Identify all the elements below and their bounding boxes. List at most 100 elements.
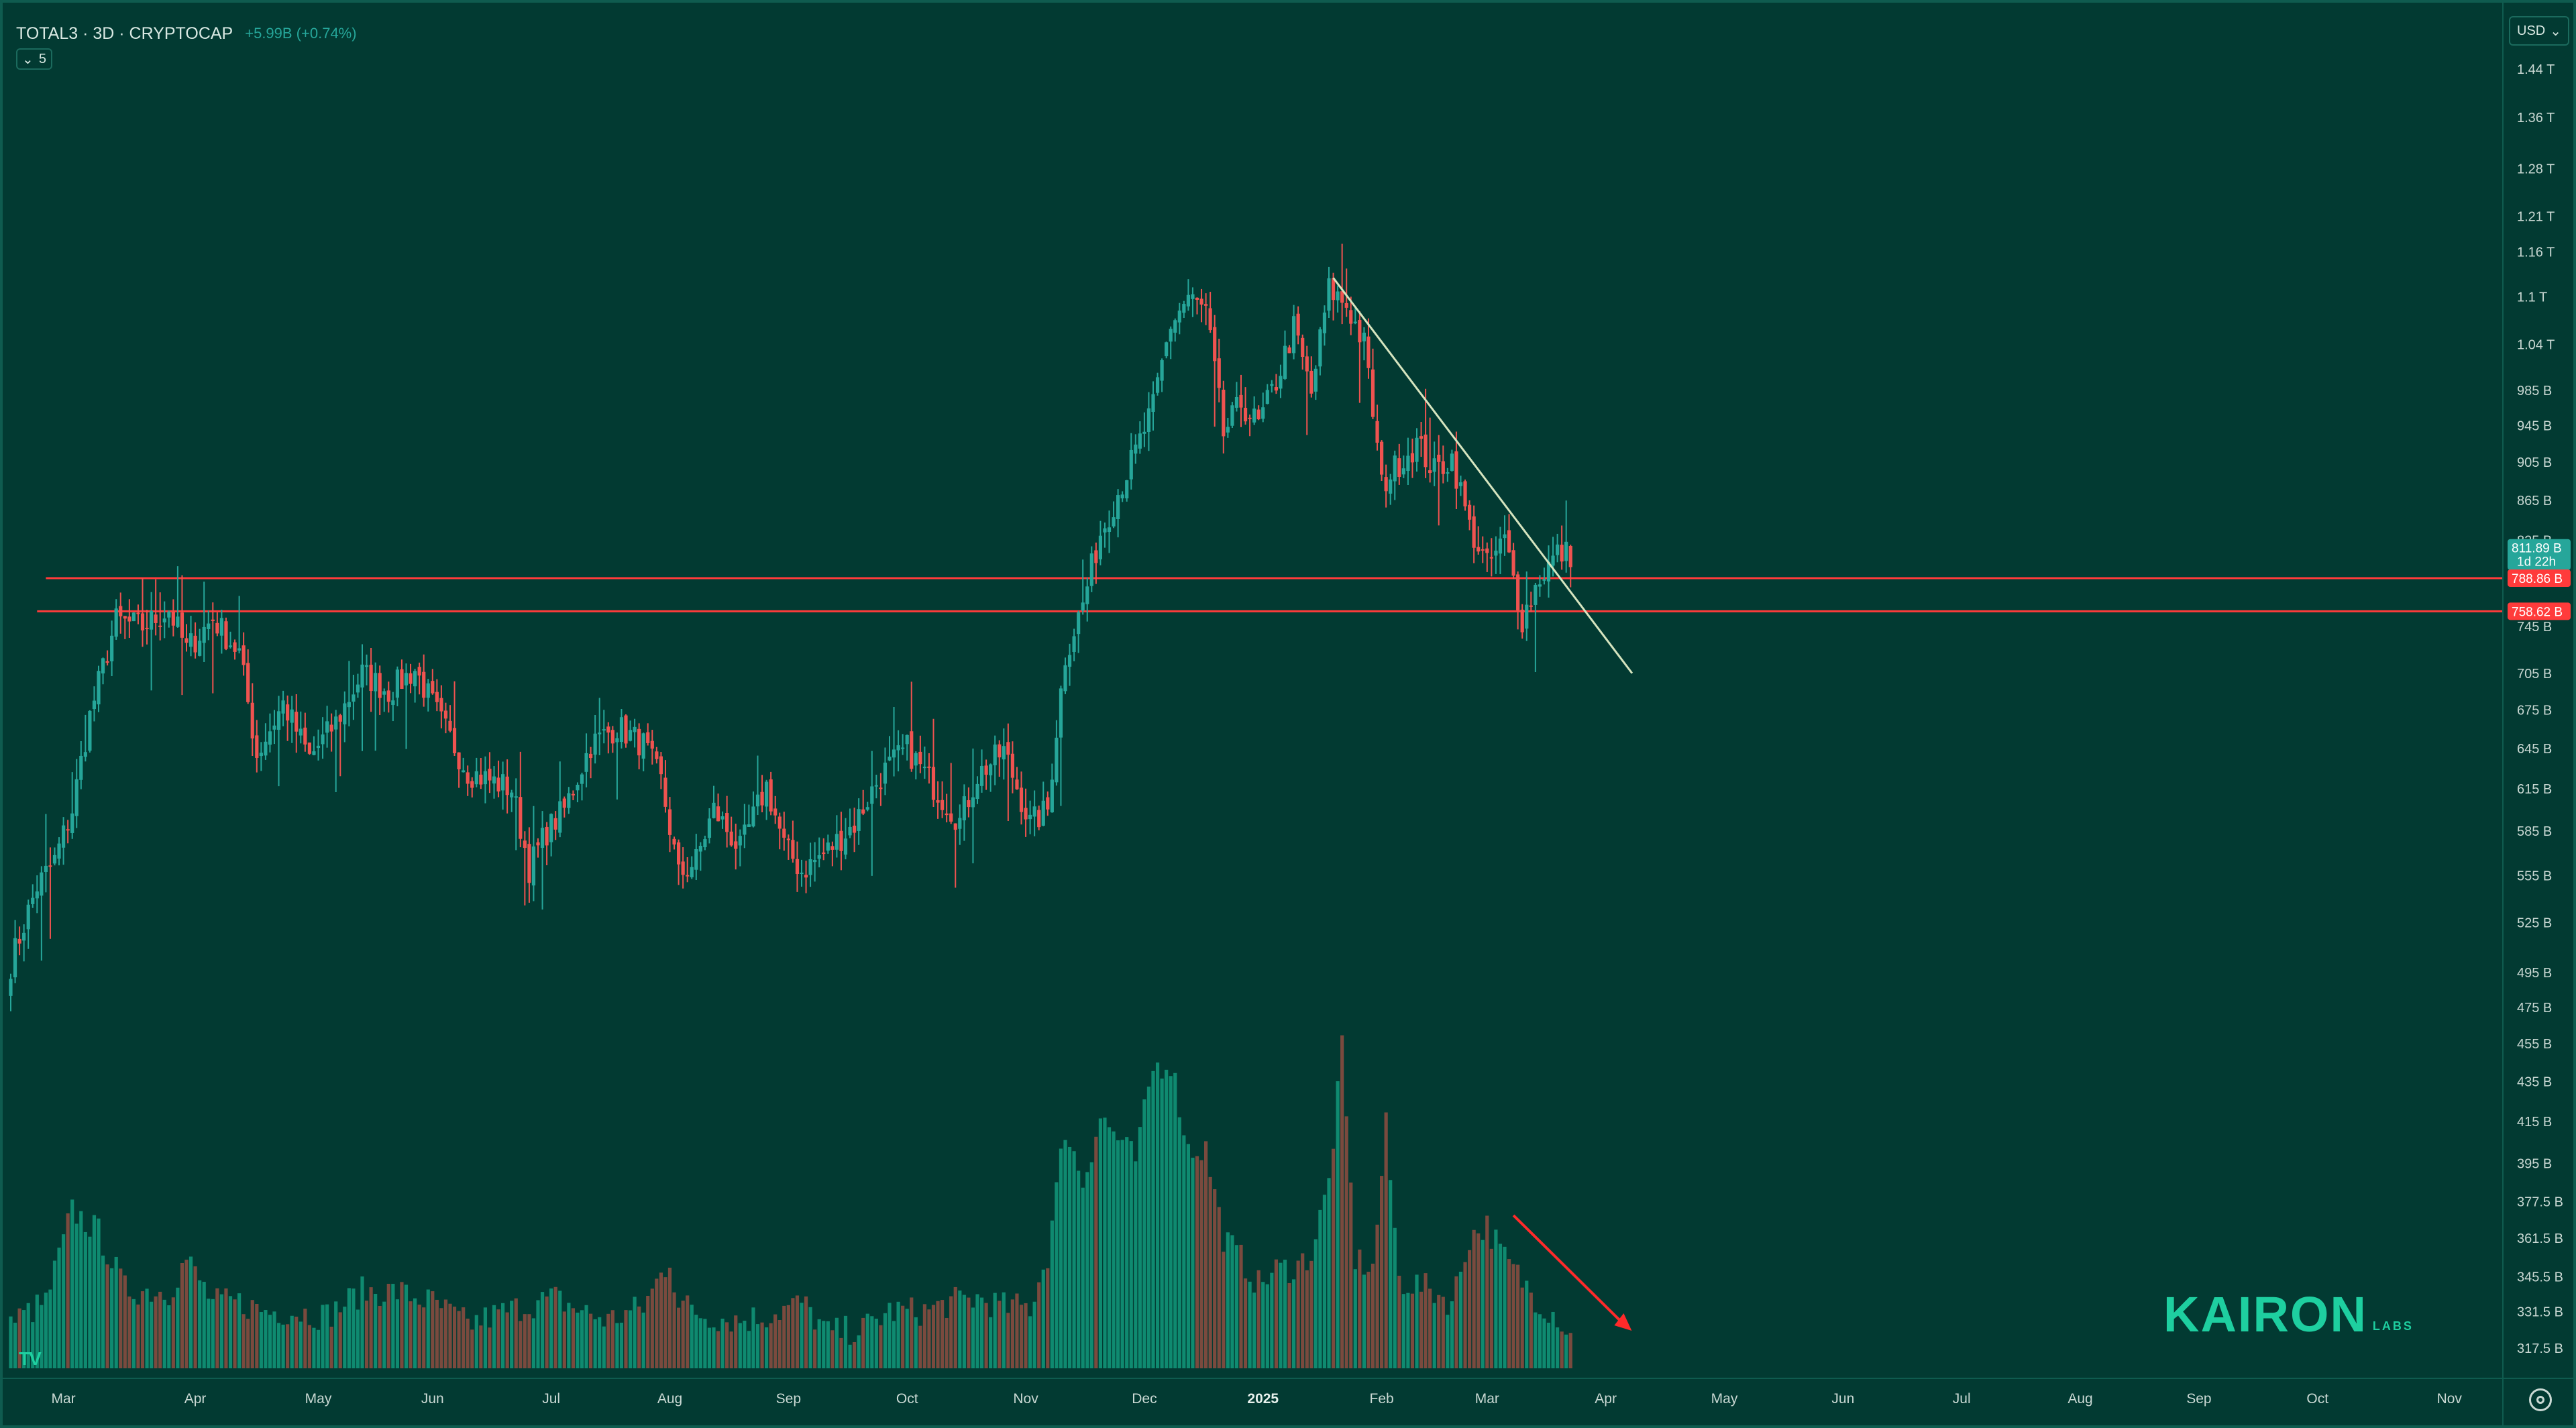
candle-body [360, 664, 364, 688]
candle-body [150, 610, 154, 630]
candle-body [70, 813, 74, 833]
price-tick-label: 905 B [2517, 455, 2552, 470]
candle-body [255, 735, 259, 758]
candle-body [1292, 316, 1296, 353]
candle-body [1261, 407, 1265, 419]
candle-body [1305, 356, 1309, 372]
price-tick-label: 1.44 T [2517, 62, 2555, 77]
volume-bar [452, 1307, 457, 1368]
candle-body [1226, 427, 1230, 433]
volume-bar [171, 1297, 175, 1368]
volume-bar [1085, 1172, 1089, 1368]
candle-body [211, 619, 215, 621]
volume-bar [624, 1310, 628, 1368]
volume-bar [17, 1308, 21, 1368]
candle-body [993, 745, 997, 765]
currency-select[interactable]: USD ⌄ [2509, 16, 2569, 46]
candle-body [57, 843, 61, 859]
volume-bar [593, 1319, 597, 1368]
candle-body [1432, 458, 1436, 472]
candle-body [690, 867, 694, 877]
trendline[interactable] [1332, 277, 1633, 1331]
candle-body [853, 825, 857, 833]
settings-icon[interactable] [2529, 1388, 2552, 1411]
candle-body [545, 826, 549, 846]
candle-body [334, 716, 338, 730]
candle-body [52, 855, 57, 864]
candle-body [1358, 320, 1362, 343]
volume-bar [1204, 1141, 1208, 1368]
tradingview-logo[interactable]: TV [19, 1348, 42, 1369]
indicator-count: 5 [38, 51, 46, 66]
candle-series [9, 243, 1572, 1011]
candle-body [879, 787, 883, 789]
candle-body [1085, 586, 1089, 604]
volume-bar [1265, 1284, 1269, 1368]
volume-bar [369, 1287, 373, 1368]
candle-body [1213, 327, 1217, 362]
price-change: +5.99B (+0.74%) [245, 25, 357, 42]
candle-body [1146, 408, 1151, 432]
volume-bar [989, 1317, 993, 1368]
candle-body [426, 683, 430, 698]
candle-body [26, 904, 30, 930]
level-price-tag [2508, 602, 2571, 620]
price-tick-label: 645 B [2517, 742, 2552, 757]
volume-bar [1142, 1099, 1146, 1368]
time-tick-label: Jul [542, 1391, 560, 1407]
volume-bar [910, 1297, 914, 1368]
candle-body [672, 838, 676, 845]
candle-body [637, 728, 641, 756]
volume-bar [1067, 1146, 1072, 1368]
candle-body [496, 777, 500, 791]
candle-body [83, 752, 87, 757]
volume-bar [391, 1284, 395, 1368]
candle-body [35, 891, 39, 899]
time-tick-label: Jul [1953, 1391, 1971, 1407]
volume-bar [1437, 1295, 1441, 1368]
candle-body [154, 614, 158, 623]
candle-body [1415, 437, 1419, 462]
candle-body [1077, 612, 1081, 635]
time-axis[interactable]: Mar Apr May Jun Jul Aug Sep Oct Nov Dec 2025 Feb Mar… [52, 1391, 2463, 1407]
candle-body [329, 724, 333, 732]
symbol-title[interactable]: TOTAL3 · 3D · CRYPTOCAP [16, 23, 233, 43]
candle-body [1165, 342, 1169, 357]
volume-bar [531, 1318, 536, 1368]
candle-body [1243, 408, 1248, 422]
candle-body [1494, 550, 1498, 556]
candle-body [1208, 308, 1212, 331]
candle-body [1568, 546, 1572, 567]
volume-bar [589, 1313, 593, 1368]
volume-bar [791, 1298, 795, 1368]
volume-arrow-head [1614, 1313, 1632, 1331]
volume-bar [13, 1322, 17, 1368]
candle-body [883, 762, 888, 784]
volume-bar [729, 1331, 733, 1368]
volume-bar [131, 1299, 136, 1368]
symbol-header[interactable]: TOTAL3 · 3D · CRYPTOCAP +5.99B (+0.74%) [16, 20, 357, 47]
time-tick-label: Mar [1475, 1391, 1499, 1407]
candle-body [549, 814, 553, 842]
volume-bar [936, 1301, 940, 1368]
candle-body [364, 665, 369, 667]
candle-body [1454, 451, 1458, 489]
volume-bar [1274, 1259, 1278, 1368]
candle-body [720, 816, 724, 820]
volume-bar [773, 1314, 777, 1368]
volume-bar [1239, 1244, 1243, 1368]
volume-bar [813, 1329, 817, 1368]
candle-body [505, 776, 509, 795]
collapse-indicators-button[interactable]: ⌄ 5 [16, 48, 52, 70]
time-tick-label: Jun [421, 1391, 444, 1407]
candle-body [743, 824, 747, 835]
candle-body [571, 793, 575, 795]
price-axis[interactable]: 1.44 T 1.36 T 1.28 T 1.21 T 1.16 T 1.1 T 1.04 … [2517, 62, 2563, 1356]
price-tick-label: 1.28 T [2517, 162, 2555, 177]
price-tags: 811.89 B1d 22h 788.86 B 758.62 B [2508, 539, 2571, 620]
price-tick-label: 345.5 B [2517, 1270, 2563, 1284]
candle-body [1556, 544, 1560, 555]
candle-body [519, 797, 523, 839]
candle-body [325, 721, 329, 733]
